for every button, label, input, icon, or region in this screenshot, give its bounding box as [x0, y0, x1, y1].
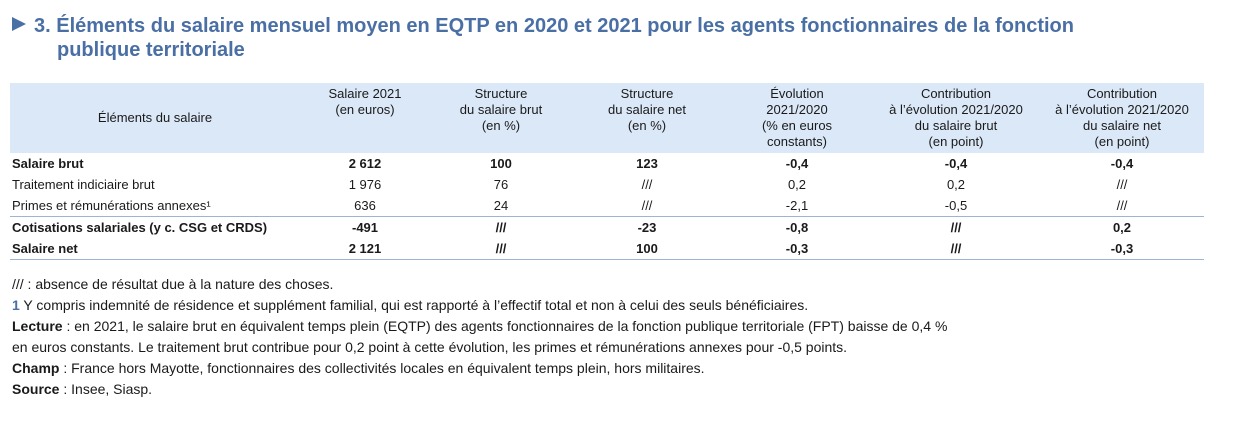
note-source: Source : Insee, Siasp.: [12, 379, 1212, 400]
table-cell: 0,2: [946, 177, 966, 192]
triangle-bullet-icon: [12, 17, 26, 31]
footnote-number: 1: [12, 297, 20, 313]
title-line1: Éléments du salaire mensuel moyen en EQT…: [56, 15, 1074, 37]
note-lecture-cont: en euros constants. Le traitement brut c…: [12, 339, 848, 355]
table-cell: 100: [572, 238, 722, 260]
table-cell: 76: [493, 177, 509, 192]
col-header-contribution-net: Contribution à l’évolution 2021/2020 du …: [1055, 86, 1189, 149]
table-cell: 24: [430, 195, 572, 217]
col-header-contribution-gross: Contribution à l’évolution 2021/2020 du …: [889, 86, 1023, 149]
source-label: Source: [12, 381, 60, 397]
table-cell: 0,2: [1112, 220, 1132, 235]
figure-title: 3. Éléments du salaire mensuel moyen en …: [12, 14, 1212, 62]
title-number: 3.: [34, 15, 51, 37]
table-row: Primes et rémunérations annexes¹ 636 24 …: [10, 195, 1204, 217]
table-cell: ///: [1116, 177, 1128, 192]
table-cell: ///: [950, 220, 962, 235]
table-cell: -23: [637, 220, 657, 235]
row-label: Traitement indiciaire brut: [12, 177, 155, 192]
note-absence: /// : absence de résultat due à la natur…: [12, 276, 334, 292]
row-label: Salaire net: [10, 238, 300, 260]
row-label: Cotisations salariales (y c. CSG et CRDS…: [12, 220, 268, 235]
table-cell: 2 121: [300, 238, 430, 260]
source-text: : Insee, Siasp.: [59, 381, 153, 397]
table-cell: ///: [1040, 195, 1204, 217]
table-cell: ///: [641, 177, 653, 192]
table-cell: ///: [430, 238, 572, 260]
lecture-text: : en 2021, le salaire brut en équivalent…: [62, 318, 948, 334]
table-header-row: Éléments du salaire Salaire 2021 (en eur…: [10, 83, 1204, 153]
table-cell: -0,8: [785, 220, 809, 235]
col-header-structure-net: Structure du salaire net (en %): [607, 86, 687, 133]
table-notes: /// : absence de résultat due à la natur…: [12, 274, 1212, 400]
table-row: Traitement indiciaire brut 1 976 76 /// …: [10, 174, 1204, 195]
table-cell: 2 612: [348, 156, 382, 171]
champ-text: : France hors Mayotte, fonctionnaires de…: [59, 360, 705, 376]
table-cell: 100: [490, 156, 512, 171]
table-cell: 1 976: [348, 177, 382, 192]
table-cell: -2,1: [722, 195, 872, 217]
col-header-structure-gross: Structure du salaire brut (en %): [459, 86, 543, 133]
note-lecture: Lecture : en 2021, le salaire brut en éq…: [12, 316, 1212, 337]
salary-table: Éléments du salaire Salaire 2021 (en eur…: [10, 83, 1204, 260]
champ-label: Champ: [12, 360, 60, 376]
table-cell: 123: [636, 156, 658, 171]
table-cell: 0,2: [787, 177, 807, 192]
table-cell: ///: [572, 195, 722, 217]
table-cell: -0,4: [1110, 156, 1134, 171]
table-cell: -0,5: [872, 195, 1040, 217]
table-cell: ///: [495, 220, 507, 235]
col-header-salary-2021: Salaire 2021 (en euros): [328, 86, 402, 117]
col-header-elements: Éléments du salaire: [97, 110, 213, 125]
table-cell: -0,3: [722, 238, 872, 260]
row-label: Salaire brut: [12, 156, 84, 171]
table-cell: 636: [300, 195, 430, 217]
table-cell: -0,3: [1040, 238, 1204, 260]
col-header-evolution: Évolution 2021/2020 (% en euros constant…: [761, 86, 833, 149]
footnote-text: Y compris indemnité de résidence et supp…: [19, 297, 809, 313]
lecture-label: Lecture: [12, 318, 63, 334]
table-cell: -491: [351, 220, 379, 235]
note-champ: Champ : France hors Mayotte, fonctionnai…: [12, 358, 1212, 379]
title-line2: publique territoriale: [57, 39, 245, 61]
row-label: Primes et rémunérations annexes¹: [10, 195, 300, 217]
table-row: Cotisations salariales (y c. CSG et CRDS…: [10, 217, 1204, 239]
table-cell: ///: [872, 238, 1040, 260]
table-cell: -0,4: [944, 156, 968, 171]
table-row: Salaire brut 2 612 100 123 -0,4 -0,4 -0,…: [10, 153, 1204, 174]
table-cell: -0,4: [785, 156, 809, 171]
note-footnote: 1 Y compris indemnité de résidence et su…: [12, 295, 1212, 316]
table-row: Salaire net 2 121 /// 100 -0,3 /// -0,3: [10, 238, 1204, 260]
